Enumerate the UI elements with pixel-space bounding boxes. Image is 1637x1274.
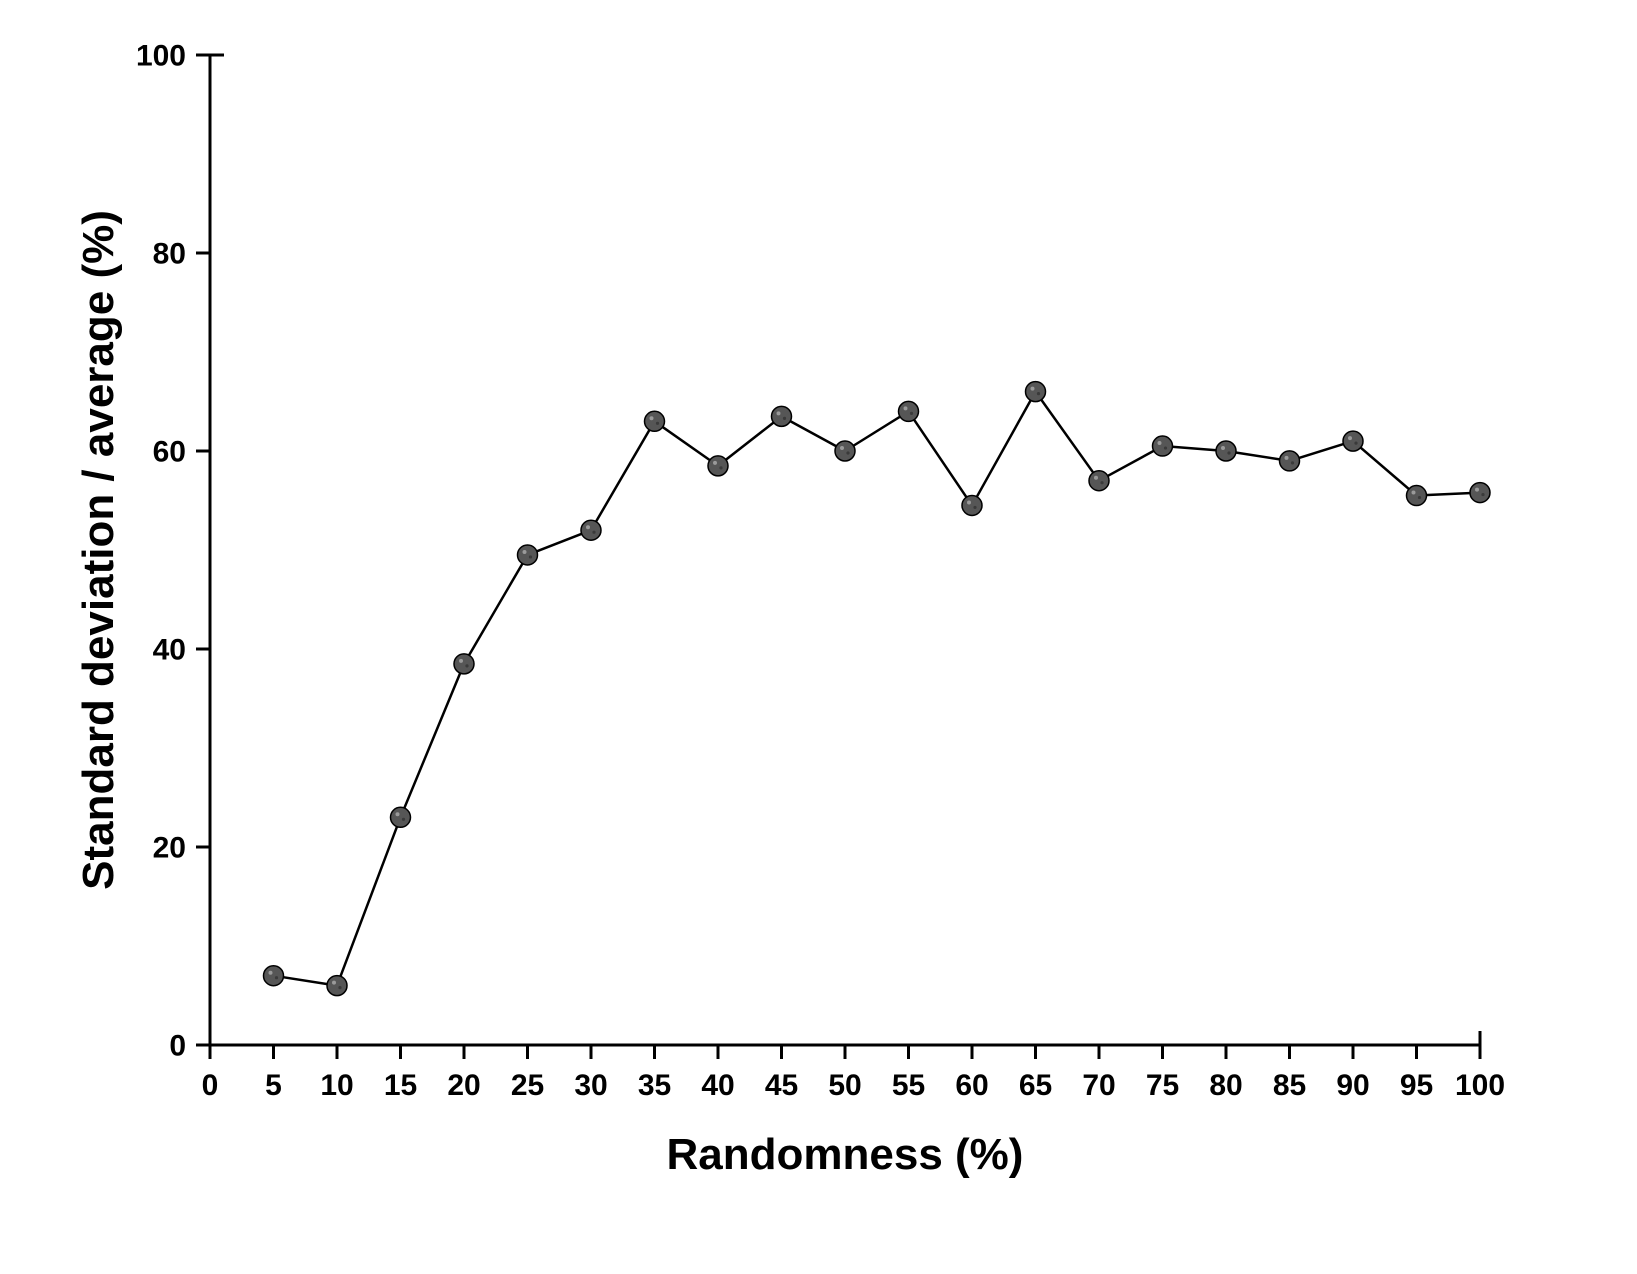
data-point — [518, 545, 538, 565]
data-point — [327, 976, 347, 996]
x-tick-label: 35 — [638, 1069, 671, 1102]
y-tick-label: 40 — [153, 634, 186, 667]
x-tick-label: 100 — [1455, 1069, 1505, 1102]
y-tick-label: 100 — [136, 40, 186, 73]
data-point — [581, 520, 601, 540]
chart-container: 0 5 10 15 20 25 30 35 40 45 50 55 60 65 70 75 80 85 90 95 10… — [0, 0, 1637, 1274]
data-point — [1153, 436, 1173, 456]
x-tick-label: 85 — [1273, 1069, 1306, 1102]
data-point — [962, 495, 982, 515]
x-tick-label: 65 — [1019, 1069, 1052, 1102]
data-point — [1280, 451, 1300, 471]
x-tick-label: 95 — [1400, 1069, 1433, 1102]
data-point — [1407, 486, 1427, 506]
x-tick-label: 25 — [511, 1069, 544, 1102]
x-tick-label: 45 — [765, 1069, 798, 1102]
y-tick-label: 20 — [153, 832, 186, 865]
data-point — [899, 401, 919, 421]
data-point — [264, 966, 284, 986]
data-point — [391, 807, 411, 827]
x-axis-title: Randomness (%) — [667, 1130, 1024, 1179]
x-tick-label: 80 — [1209, 1069, 1242, 1102]
data-point — [645, 411, 665, 431]
x-tick-label: 60 — [955, 1069, 988, 1102]
data-point — [1026, 382, 1046, 402]
x-tick-label: 75 — [1146, 1069, 1179, 1102]
x-tick-label: 10 — [320, 1069, 353, 1102]
x-tick-label: 90 — [1336, 1069, 1369, 1102]
x-tick-label: 70 — [1082, 1069, 1115, 1102]
data-point — [772, 406, 792, 426]
data-point — [1216, 441, 1236, 461]
data-point — [1470, 483, 1490, 503]
x-tick-label: 15 — [384, 1069, 417, 1102]
data-point — [1089, 471, 1109, 491]
y-axis-title: Standard deviation / average (%) — [74, 210, 123, 890]
data-point — [708, 456, 728, 476]
x-tick-label: 40 — [701, 1069, 734, 1102]
y-tick-label: 0 — [169, 1030, 186, 1063]
chart-background — [0, 0, 1637, 1274]
data-point — [454, 654, 474, 674]
x-tick-label: 20 — [447, 1069, 480, 1102]
line-chart: 0 5 10 15 20 25 30 35 40 45 50 55 60 65 70 75 80 85 90 95 10… — [0, 0, 1637, 1274]
x-tick-label: 55 — [892, 1069, 925, 1102]
y-tick-label: 60 — [153, 436, 186, 469]
data-point — [835, 441, 855, 461]
y-tick-label: 80 — [153, 238, 186, 271]
x-tick-label: 50 — [828, 1069, 861, 1102]
data-point — [1343, 431, 1363, 451]
x-tick-label: 0 — [202, 1069, 219, 1102]
x-tick-label: 5 — [265, 1069, 282, 1102]
x-tick-label: 30 — [574, 1069, 607, 1102]
